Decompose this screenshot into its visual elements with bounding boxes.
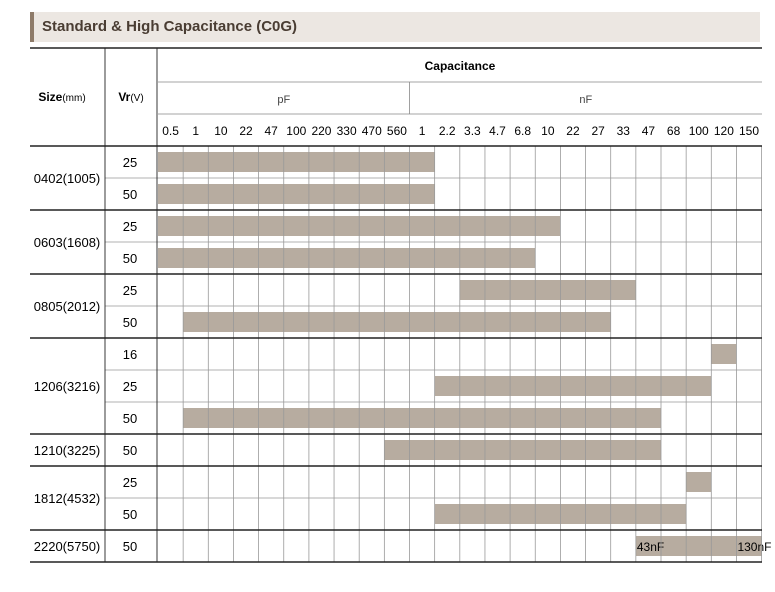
voltage-label: 25	[123, 475, 137, 490]
column-label: 3.3	[464, 124, 481, 138]
capacitance-bar	[384, 440, 661, 460]
size-label: 1210(3225)	[34, 443, 101, 458]
nf-unit-label: nF	[579, 94, 592, 106]
capacitance-bar	[158, 152, 435, 172]
capacitance-bar	[686, 472, 712, 492]
column-label: 470	[362, 124, 382, 138]
pf-unit-label: pF	[277, 94, 290, 106]
voltage-label: 16	[123, 347, 137, 362]
capacitance-bar	[158, 184, 435, 204]
voltage-label: 50	[123, 539, 137, 554]
column-label: 0.5	[162, 124, 179, 138]
voltage-label: 50	[123, 251, 137, 266]
column-label: 100	[286, 124, 306, 138]
capacitance-bar	[434, 376, 712, 396]
column-label: 120	[714, 124, 734, 138]
voltage-label: 25	[123, 379, 137, 394]
size-label: 1812(4532)	[34, 491, 101, 506]
column-label: 2.2	[439, 124, 456, 138]
title-bar: Standard & High Capacitance (C0G)	[30, 12, 760, 42]
size-label: 0402(1005)	[34, 171, 101, 186]
column-label: 6.8	[514, 124, 531, 138]
column-label: 68	[667, 124, 681, 138]
title-accent	[30, 12, 34, 42]
column-label: 220	[311, 124, 331, 138]
page-title: Standard & High Capacitance (C0G)	[42, 18, 298, 35]
voltage-label: 50	[123, 315, 137, 330]
column-label: 22	[239, 124, 253, 138]
size-label: 0603(1608)	[34, 235, 101, 250]
bar-start-label: 43nF	[637, 540, 664, 554]
capacitance-bar	[635, 536, 762, 556]
column-label: 10	[214, 124, 228, 138]
voltage-label: 25	[123, 219, 137, 234]
voltage-label: 50	[123, 507, 137, 522]
bar-end-label: 130nF	[737, 540, 771, 554]
column-label: 330	[337, 124, 357, 138]
column-label: 33	[617, 124, 631, 138]
capacitance-bar	[711, 344, 737, 364]
column-label: 10	[541, 124, 555, 138]
capacitance-bar	[183, 312, 611, 332]
column-label: 4.7	[489, 124, 506, 138]
column-label: 47	[642, 124, 656, 138]
capacitance-bar	[459, 280, 636, 300]
voltage-label: 50	[123, 187, 137, 202]
column-label: 1	[419, 124, 426, 138]
voltage-label: 50	[123, 411, 137, 426]
vr-header: Vr(V)	[118, 90, 143, 104]
column-label: 22	[566, 124, 580, 138]
size-label: 0805(2012)	[34, 299, 101, 314]
capacitance-bar	[158, 248, 536, 268]
size-label: 2220(5750)	[34, 539, 101, 554]
size-header: Size(mm)	[38, 90, 85, 104]
voltage-label: 25	[123, 155, 137, 170]
capacitance-header: Capacitance	[425, 59, 496, 73]
column-label: 100	[689, 124, 709, 138]
size-label: 1206(3216)	[34, 379, 101, 394]
column-label: 1	[192, 124, 199, 138]
column-label: 150	[739, 124, 759, 138]
column-label: 27	[591, 124, 605, 138]
voltage-label: 50	[123, 443, 137, 458]
column-label: 47	[264, 124, 278, 138]
column-label: 560	[387, 124, 407, 138]
voltage-label: 25	[123, 283, 137, 298]
capacitance-bar	[183, 408, 661, 428]
